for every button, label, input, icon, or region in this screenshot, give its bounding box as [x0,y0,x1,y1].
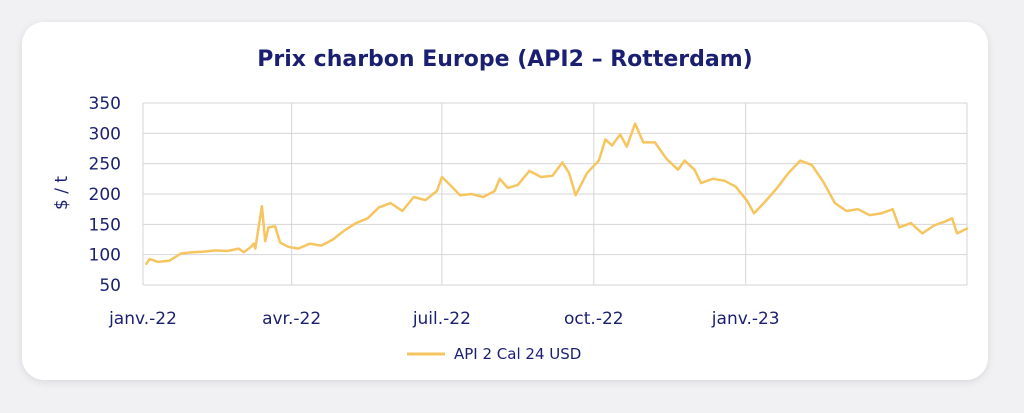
y-tick-label: 300 [89,124,121,144]
chart-card [22,22,988,380]
grid-layer [142,102,968,286]
y-tick-label: 250 [89,155,121,175]
legend-label: API 2 Cal 24 USD [454,345,581,363]
y-tick-label: 150 [89,215,121,235]
series-line [145,122,969,266]
y-ticks: 50 100 150 200 250 300 350 [89,94,121,296]
x-tick-label: juil.-22 [412,309,471,329]
y-axis-label: $ / t [52,176,72,210]
x-tick-label: avr.-22 [262,309,321,329]
x-tick-label: oct.-22 [564,309,624,329]
x-ticks: janv.-22 avr.-22 juil.-22 oct.-22 janv.-23 [108,309,780,329]
x-tick-label: janv.-22 [108,309,177,329]
y-tick-label: 200 [89,185,121,205]
legend: API 2 Cal 24 USD [407,345,581,363]
y-tick-label: 100 [89,246,121,266]
chart-title: Prix charbon Europe (API2 – Rotterdam) [257,47,752,72]
y-tick-label: 50 [99,276,121,296]
y-tick-label: 350 [89,94,121,114]
series-layer [145,122,969,266]
x-tick-label: janv.-23 [711,309,780,329]
